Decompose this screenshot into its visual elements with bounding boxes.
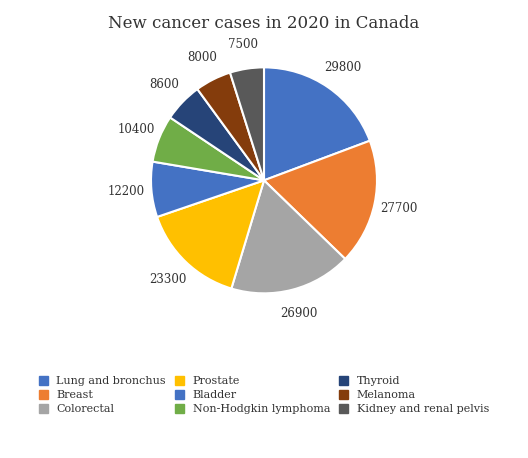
Title: New cancer cases in 2020 in Canada: New cancer cases in 2020 in Canada bbox=[108, 15, 420, 32]
Text: 8000: 8000 bbox=[187, 51, 217, 64]
Wedge shape bbox=[153, 118, 264, 180]
Text: 12200: 12200 bbox=[108, 185, 145, 198]
Text: 27700: 27700 bbox=[380, 202, 418, 215]
Wedge shape bbox=[230, 67, 264, 180]
Wedge shape bbox=[157, 180, 264, 289]
Text: 26900: 26900 bbox=[280, 307, 317, 320]
Wedge shape bbox=[231, 180, 345, 293]
Text: 29800: 29800 bbox=[324, 60, 361, 74]
Legend: Lung and bronchus, Breast, Colorectal, Prostate, Bladder, Non-Hodgkin lymphoma, : Lung and bronchus, Breast, Colorectal, P… bbox=[35, 373, 493, 418]
Wedge shape bbox=[264, 67, 370, 180]
Wedge shape bbox=[264, 141, 377, 259]
Text: 8600: 8600 bbox=[149, 78, 180, 92]
Wedge shape bbox=[197, 72, 264, 180]
Text: 23300: 23300 bbox=[149, 273, 187, 286]
Wedge shape bbox=[170, 89, 264, 180]
Text: 7500: 7500 bbox=[228, 38, 258, 50]
Text: 10400: 10400 bbox=[117, 123, 155, 136]
Wedge shape bbox=[151, 162, 264, 217]
